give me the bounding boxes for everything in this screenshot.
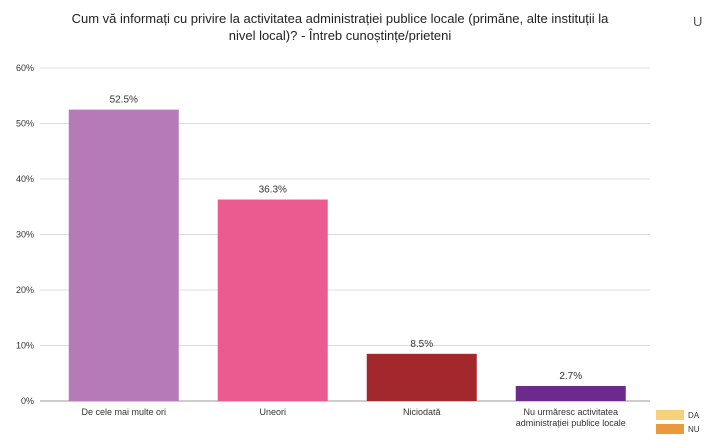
legend-label-nu: NU	[688, 424, 700, 434]
legend-swatch-nu	[656, 424, 684, 434]
legend-label-da: DA	[688, 410, 700, 420]
legend-swatch-da	[656, 410, 684, 420]
chart-title-line-1: Cum vă informați cu privire la activitat…	[71, 11, 609, 26]
x-category-label: Nu urmăresc activitatea	[523, 407, 618, 417]
y-tick-label: 0%	[21, 396, 34, 406]
x-category-label: De cele mai multe ori	[81, 407, 166, 417]
bar-value-label: 36.3%	[259, 185, 287, 196]
bar	[515, 386, 626, 401]
adjacent-chart-title-fragment: U	[693, 14, 703, 29]
legend-item-da: DA	[656, 408, 700, 422]
y-tick-label: 10%	[16, 341, 34, 351]
y-tick-label: 60%	[16, 63, 34, 73]
chart-title-line-2: nivel local)? - Întreb cunoștințe/priete…	[228, 28, 452, 43]
x-category-label: administrației publice locale	[516, 418, 626, 428]
chart-legend: DA NU	[656, 408, 700, 436]
bar-value-label: 2.7%	[559, 371, 582, 382]
y-tick-label: 30%	[16, 230, 34, 240]
bar	[217, 199, 328, 401]
y-tick-label: 50%	[16, 119, 34, 129]
chart-title: Cum vă informați cu privire la activitat…	[40, 10, 640, 44]
bar-value-label: 52.5%	[110, 95, 138, 106]
bar	[68, 109, 179, 401]
y-tick-label: 40%	[16, 174, 34, 184]
bar-value-label: 8.5%	[410, 339, 433, 350]
x-category-label: Uneori	[259, 407, 286, 417]
bar	[366, 353, 477, 401]
y-tick-label: 20%	[16, 285, 34, 295]
x-category-label: Niciodată	[403, 407, 441, 417]
legend-item-nu: NU	[656, 422, 700, 436]
